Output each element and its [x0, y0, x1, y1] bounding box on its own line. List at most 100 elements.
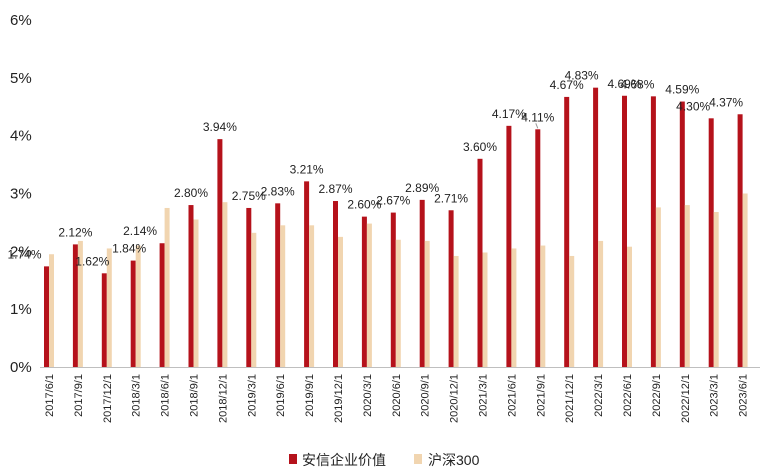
x-tick-label: 2018/6/1	[160, 374, 172, 417]
x-tick-label: 2018/3/1	[131, 374, 143, 417]
bar-anxin	[188, 205, 194, 367]
x-tick-label: 2022/3/1	[593, 374, 605, 417]
y-tick-label: 6%	[10, 12, 32, 29]
x-tick-label: 2019/9/1	[304, 374, 316, 417]
bar-hs300	[684, 205, 690, 367]
data-label: 2.14%	[123, 224, 157, 238]
data-label: 2.67%	[376, 194, 410, 208]
x-tick-label: 2017/9/1	[73, 374, 85, 417]
x-tick-label: 2020/9/1	[420, 374, 432, 417]
y-tick-label: 0%	[10, 359, 32, 376]
data-label: 2.83%	[261, 184, 295, 198]
x-tick-label: 2021/12/1	[564, 374, 576, 423]
bar-anxin	[72, 244, 78, 367]
x-tick-label: 2018/12/1	[217, 374, 229, 423]
x-tick-label: 2017/12/1	[102, 374, 114, 423]
bar-anxin	[419, 199, 425, 367]
x-tick-label: 2019/3/1	[246, 374, 258, 417]
legend-label-hs300: 沪深300	[428, 452, 480, 468]
x-tick-label: 2020/6/1	[391, 374, 403, 417]
bar-anxin	[246, 207, 252, 367]
y-tick-label: 1%	[10, 301, 32, 318]
data-label: 4.67%	[550, 78, 584, 92]
bar-anxin	[217, 139, 223, 367]
bar-hs300	[424, 240, 430, 367]
bar-anxin	[477, 158, 483, 367]
bar-anxin	[593, 87, 599, 367]
y-tick-label: 4%	[10, 128, 32, 145]
bar-hs300	[569, 255, 575, 367]
bar-hs300	[540, 245, 546, 367]
data-label: 4.11%	[521, 110, 554, 124]
data-label: 3.60%	[463, 140, 497, 154]
x-tick-label: 2019/12/1	[333, 374, 345, 423]
legend-swatch-anxin	[289, 454, 297, 464]
bar-anxin	[650, 96, 656, 367]
bar-hs300	[366, 223, 372, 367]
data-label: 2.80%	[174, 186, 208, 200]
x-tick-label: 2021/6/1	[506, 374, 518, 417]
x-tick-label: 2017/6/1	[44, 374, 56, 417]
legend-swatch-hs300	[414, 454, 422, 464]
bar-anxin	[275, 203, 281, 367]
y-axis: 0% 1% 2% 3% 4% 5% 6%	[10, 12, 32, 376]
data-label: 1.84%	[112, 242, 146, 256]
label-leader-line	[535, 123, 539, 129]
data-label: 4.83%	[565, 69, 599, 83]
data-label: 4.59%	[665, 83, 699, 97]
data-label: 2.71%	[434, 191, 468, 205]
y-tick-label: 3%	[10, 186, 32, 203]
y-tick-label: 5%	[10, 70, 32, 87]
x-tick-label: 2021/9/1	[535, 374, 547, 417]
bar-hs300	[655, 207, 661, 367]
bars	[44, 87, 748, 368]
bar-hs300	[338, 236, 343, 367]
data-label: 4.69%	[607, 77, 641, 91]
bar-anxin	[304, 181, 310, 367]
bar-hs300	[309, 225, 315, 367]
data-label: 3.21%	[290, 162, 324, 176]
bar-hs300	[164, 207, 170, 367]
bar-hs300	[106, 248, 112, 367]
bar-anxin	[622, 95, 627, 368]
bar-anxin	[361, 216, 367, 367]
bar-anxin	[101, 273, 107, 367]
bar-anxin	[708, 118, 714, 367]
bar-anxin	[44, 266, 49, 367]
data-label: 4.17%	[492, 107, 526, 121]
bar-hs300	[627, 246, 632, 367]
x-tick-label: 2021/3/1	[478, 374, 490, 417]
x-tick-label: 2020/3/1	[362, 374, 374, 417]
bar-hs300	[713, 212, 719, 367]
bar-anxin	[333, 201, 338, 367]
x-axis: 2017/6/1 2017/9/1 2017/12/1 2018/3/1 2018/6/…	[44, 374, 750, 423]
data-label: 1.74%	[7, 247, 41, 261]
bar-anxin	[390, 212, 396, 367]
bar-anxin	[506, 125, 512, 368]
bar-anxin	[737, 114, 743, 367]
bar-anxin	[535, 129, 541, 367]
bar-hs300	[453, 255, 459, 367]
bar-hs300	[742, 193, 748, 367]
x-tick-label: 2023/3/1	[709, 374, 721, 417]
bar-hs300	[482, 252, 488, 367]
data-label: 2.60%	[347, 198, 381, 212]
x-tick-label: 2022/6/1	[622, 374, 634, 417]
data-label: 2.87%	[318, 182, 352, 196]
x-tick-label: 2020/12/1	[449, 374, 461, 423]
x-tick-label: 2018/9/1	[189, 374, 201, 417]
bar-hs300	[135, 245, 141, 367]
bar-hs300	[193, 219, 199, 367]
data-label: 2.89%	[405, 181, 439, 195]
bar-hs300	[511, 248, 517, 367]
bar-anxin	[564, 96, 570, 367]
bar-hs300	[598, 240, 604, 367]
bar-hs300	[49, 254, 54, 367]
bar-hs300	[77, 240, 83, 367]
data-labels: 1.74% 2.12% 1.62%1.84% 2.14% 2.80% 3.94% 2.75%…	[7, 69, 743, 269]
x-tick-label: 2022/9/1	[651, 374, 663, 417]
bar-hs300	[222, 202, 228, 367]
data-label: 1.62%	[75, 254, 109, 268]
bar-hs300	[251, 232, 257, 367]
